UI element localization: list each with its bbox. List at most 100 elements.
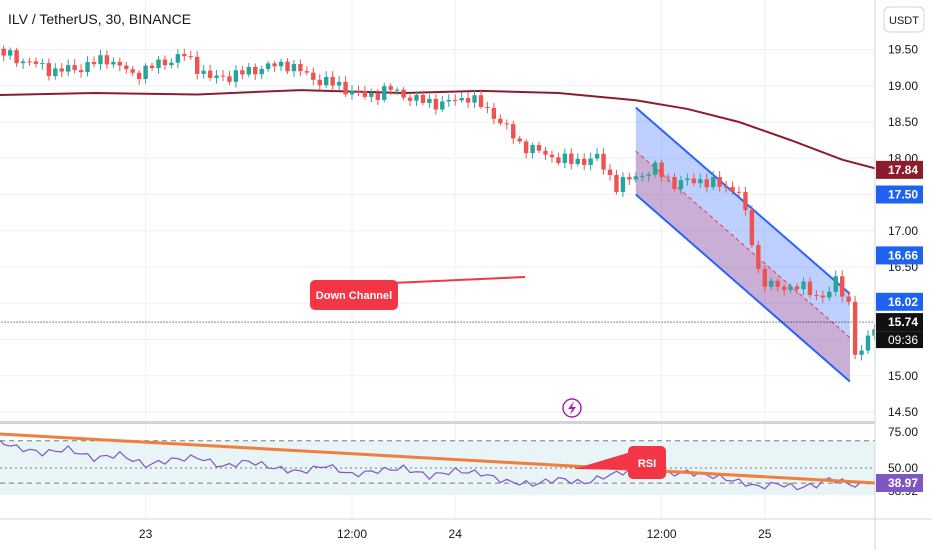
candle-down — [46, 63, 52, 77]
candle-down — [814, 295, 819, 297]
candle-down — [304, 71, 310, 73]
candle-up — [246, 66, 251, 75]
candle-up — [259, 68, 264, 75]
event-lightning-icon[interactable] — [562, 398, 582, 418]
candle-down — [781, 286, 787, 290]
candle-down — [723, 186, 729, 188]
candle-up — [169, 62, 174, 66]
candle-up — [440, 101, 445, 110]
price-marker-label: 16.66 — [888, 248, 918, 262]
symbol-title: ILV / TetherUS, 30, BINANCE — [8, 11, 191, 27]
price-scale[interactable]: USDT 19.5019.0018.5018.0017.5017.0016.50… — [874, 0, 932, 550]
currency-button[interactable]: USDT — [883, 6, 925, 33]
channel-callout[interactable]: Down Channel — [310, 276, 526, 310]
channel-label: Down Channel — [316, 290, 392, 302]
time-tick-label: 25 — [758, 527, 772, 541]
candle-down — [717, 176, 722, 187]
candle-down — [478, 95, 484, 107]
candle-up — [472, 95, 477, 103]
candle-down — [775, 280, 780, 287]
rsi-callout[interactable]: RSI — [574, 446, 666, 479]
candle-down — [272, 63, 277, 67]
candle-down — [704, 179, 709, 188]
price-tick-label: 15.00 — [888, 369, 918, 383]
candle-down — [182, 54, 187, 57]
candle-up — [291, 64, 297, 72]
candle-up — [678, 180, 684, 189]
candle-down — [220, 75, 226, 77]
callout-box — [310, 280, 398, 310]
rsi-pane[interactable]: RSI — [0, 424, 932, 519]
candle-up — [278, 61, 284, 67]
rsi-callout-pointer — [574, 452, 631, 470]
candle-up — [459, 97, 464, 101]
rsi-trendline[interactable] — [0, 430, 888, 486]
channel-lower-fill — [635, 151, 850, 382]
candle-down — [517, 138, 522, 142]
candle-down — [433, 98, 439, 110]
candle-up — [698, 179, 703, 184]
channel-upper-line[interactable] — [635, 106, 851, 295]
candle-down — [33, 61, 39, 64]
candle-up — [588, 158, 593, 165]
candle-up — [66, 65, 71, 72]
candle-up — [156, 59, 161, 69]
candle-up — [833, 276, 838, 292]
candle-up — [98, 55, 103, 65]
candle-down — [536, 145, 542, 151]
candle-down — [195, 56, 200, 74]
time-tick-label: 12:00 — [337, 527, 367, 541]
candle-down — [188, 56, 193, 58]
price-tick-label: 14.50 — [888, 405, 918, 419]
price-pane[interactable] — [0, 0, 932, 421]
candles — [1, 45, 884, 361]
candle-down — [743, 192, 748, 211]
candle-down — [840, 276, 845, 297]
candle-up — [594, 153, 600, 159]
candle-up — [143, 65, 148, 79]
candle-down — [240, 70, 245, 75]
candle-up — [214, 75, 219, 78]
price-markers: 17.84 17.50 16.66 16.02 15.74 09:36 — [876, 160, 923, 349]
price-marker-label: 15.74 — [888, 315, 918, 329]
candle-down — [491, 107, 497, 119]
candle-down — [665, 176, 671, 178]
candle-up — [394, 89, 400, 91]
candle-down — [794, 286, 800, 290]
price-tick-label: 19.00 — [888, 79, 918, 93]
currency-label: USDT — [889, 15, 919, 27]
price-marker-box — [876, 160, 923, 179]
countdown-label: 09:36 — [888, 333, 918, 347]
candle-up — [685, 178, 690, 181]
pane-separator[interactable] — [0, 421, 875, 424]
candle-up — [865, 335, 871, 351]
candle-down — [227, 76, 232, 82]
candle-down — [820, 295, 826, 298]
candle-up — [620, 177, 626, 193]
candle-down — [420, 94, 426, 103]
candle-up — [788, 286, 793, 290]
price-grid — [0, 0, 875, 421]
channel-lower-line[interactable] — [635, 193, 851, 383]
candle-up — [652, 162, 658, 175]
candle-down — [1, 48, 6, 56]
candle-up — [369, 93, 374, 97]
price-marker-label: 17.84 — [888, 163, 918, 177]
candle-down — [91, 61, 97, 65]
candle-up — [53, 68, 58, 77]
price-marker-label: 17.50 — [888, 188, 918, 202]
candle-up — [336, 81, 342, 86]
time-tick-label: 23 — [139, 527, 153, 541]
candle-down — [485, 106, 490, 108]
candle-down — [104, 55, 110, 65]
countdown-box — [876, 331, 923, 349]
down-channel[interactable] — [635, 106, 851, 383]
candle-up — [349, 90, 355, 95]
moving-average-line — [0, 89, 882, 171]
candle-down — [14, 50, 19, 64]
price-marker-box — [876, 292, 923, 311]
